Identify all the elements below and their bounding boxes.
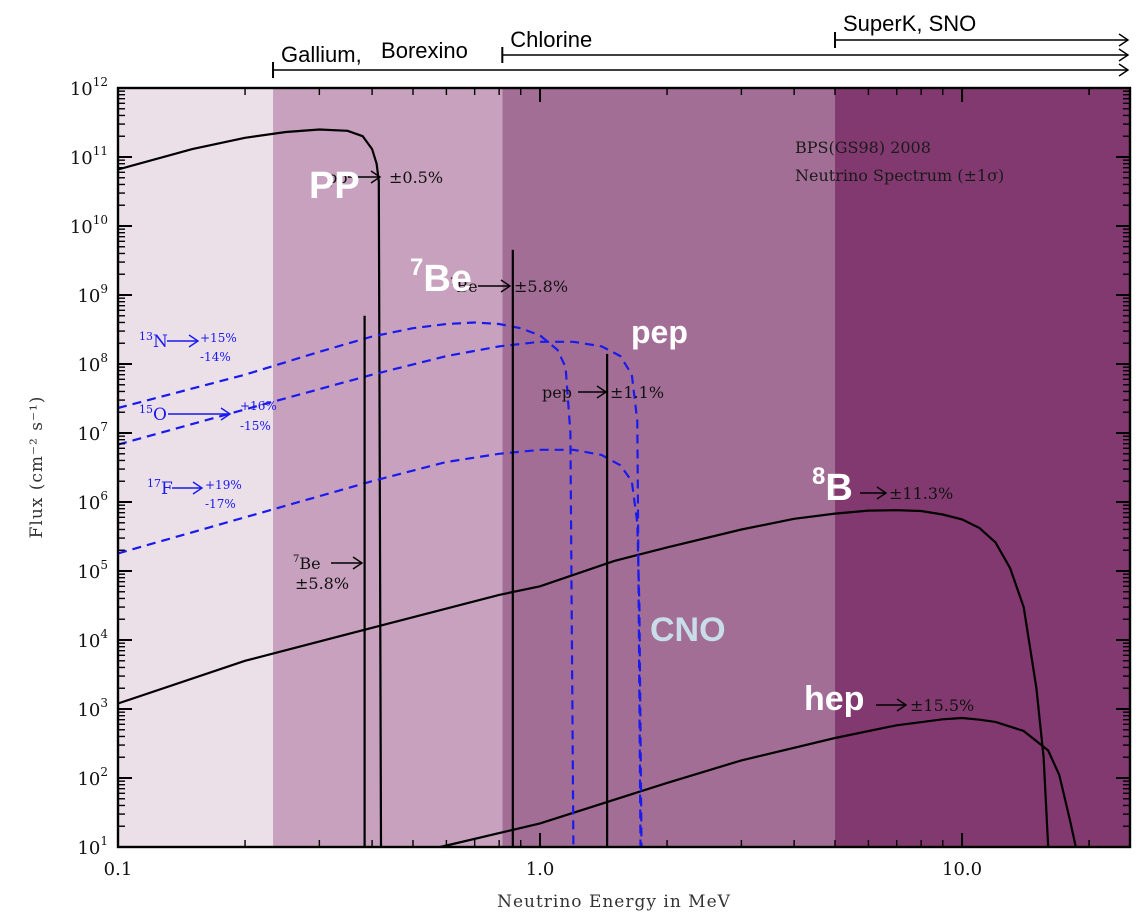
threshold-label-gallium: Gallium, — [281, 42, 362, 67]
series-hep — [439, 716, 1077, 849]
y-tick-label: 1011 — [70, 144, 108, 169]
label-pp-big: PP — [309, 165, 360, 207]
threshold-arrow-1 — [273, 63, 1130, 77]
series-pp — [117, 128, 383, 848]
label-f17-plus: +19% — [205, 478, 242, 492]
threshold-arrow-2 — [502, 48, 1130, 62]
label-be7low-small: 7Be — [293, 554, 321, 573]
threshold-arrows: Gallium, Borexino Chlorine SuperK, SNO — [272, 11, 1130, 78]
label-f17: 17F — [147, 477, 173, 499]
series-8b — [117, 509, 1050, 848]
y-tick-label: 103 — [77, 696, 108, 721]
region-band-4 — [835, 88, 1130, 847]
y-tick-label: 105 — [77, 558, 108, 583]
series-17f — [117, 448, 643, 848]
region-band-3 — [502, 88, 836, 847]
label-b8-big: 8B — [812, 463, 853, 509]
chart-title: BPS(GS98) 2008 — [795, 138, 931, 157]
label-be7-small: 7Be — [450, 277, 478, 296]
label-o15: 15O — [139, 403, 167, 425]
label-pep-small: pep — [542, 383, 572, 402]
arrow-f17 — [172, 481, 204, 495]
x-tick-label: 1.0 — [526, 859, 555, 880]
label-f17-minus: -17% — [205, 497, 236, 511]
region-band-1 — [118, 88, 274, 847]
y-tick-label: 107 — [77, 420, 108, 445]
y-tick-label: 109 — [77, 282, 108, 307]
detector-regions — [118, 88, 1130, 847]
arrow-n13 — [167, 334, 200, 348]
y-tick-label: 101 — [77, 834, 108, 859]
label-n13-minus: -14% — [200, 350, 231, 364]
label-b8-unc: ±11.3% — [889, 484, 953, 503]
y-tick-label: 106 — [77, 489, 108, 514]
y-tick-label: 104 — [77, 627, 108, 652]
series-13n — [117, 321, 575, 848]
region-band-2 — [273, 88, 503, 847]
label-pep-unc: ±1.1% — [610, 383, 664, 402]
label-n13: 13N — [139, 330, 168, 352]
arrow-pp — [348, 170, 382, 184]
series-15o — [117, 340, 642, 848]
plot-border — [116, 86, 1132, 849]
label-pp-small: pp — [327, 168, 347, 187]
flux-series — [117, 128, 1077, 849]
x-tick-label: 10.0 — [942, 859, 982, 880]
arrow-be7 — [478, 279, 512, 293]
arrow-o15 — [168, 407, 232, 421]
y-tick-label: 108 — [77, 351, 108, 376]
y-tick-label: 102 — [77, 765, 108, 790]
label-o15-minus: -15% — [240, 419, 271, 433]
label-hep-big: hep — [804, 680, 864, 718]
label-be7-big: 7Be — [410, 254, 472, 300]
arrow-be7low — [331, 556, 364, 570]
label-pp-unc: ±0.5% — [389, 168, 443, 187]
x-tick-label: 0.1 — [104, 859, 133, 880]
threshold-label-chlorine: Chlorine — [510, 27, 592, 52]
y-axis-label: Flux (cm⁻² s⁻¹) — [27, 396, 47, 539]
label-o15-plus: +16% — [240, 399, 277, 413]
y-tick-label: 1012 — [70, 75, 108, 100]
arrow-b8 — [860, 486, 888, 500]
label-hep-unc: ±15.5% — [910, 696, 974, 715]
label-n13-plus: +15% — [200, 331, 237, 345]
plot-frame — [116, 86, 1132, 849]
label-cno-big: CNO — [650, 611, 726, 649]
label-be7-unc: ±5.8% — [514, 277, 568, 296]
label-be7low-unc: ±5.8% — [295, 574, 349, 593]
x-axis-label: Neutrino Energy in MeV — [497, 892, 731, 912]
threshold-label-borexino: Borexino — [381, 38, 468, 63]
label-pep-big: pep — [631, 314, 688, 350]
threshold-arrow-3 — [835, 33, 1130, 47]
axis-ticks: 101 102 103 104 105 106 107 108 109 1010 1011 1012 0… — [70, 75, 1130, 880]
chart-subtitle: Neutrino Spectrum (±1σ) — [795, 166, 1004, 185]
arrow-pep — [578, 385, 608, 399]
y-tick-label: 1010 — [70, 213, 108, 238]
line-spectra — [363, 249, 609, 847]
threshold-label-superk-sno: SuperK, SNO — [843, 11, 976, 36]
arrow-hep — [876, 698, 908, 712]
